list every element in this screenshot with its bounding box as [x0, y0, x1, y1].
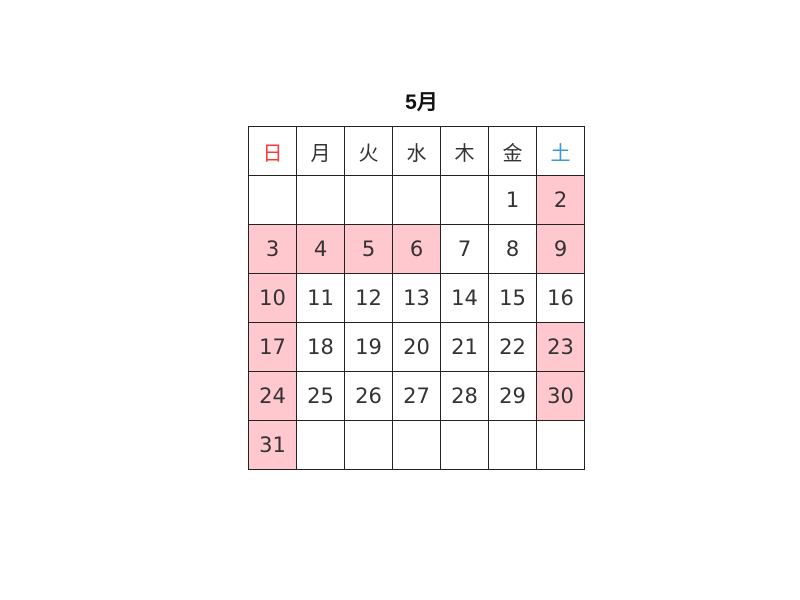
day-cell[interactable]: 22 — [488, 322, 537, 372]
day-cell[interactable]: 27 — [392, 371, 441, 421]
day-cell[interactable]: 13 — [392, 273, 441, 323]
empty-cell — [296, 420, 345, 470]
day-cell[interactable]: 18 — [296, 322, 345, 372]
empty-cell — [248, 175, 297, 225]
day-cell[interactable]: 21 — [440, 322, 489, 372]
calendar-grid: 日月火水木金土 1 2 3 4 5 6 7 8 9 10 11 12 13 14 15 16 17 18 19 20 21… — [248, 126, 585, 470]
weekday-header: 水 — [392, 126, 441, 176]
day-cell[interactable]: 12 — [344, 273, 393, 323]
weekday-header: 火 — [344, 126, 393, 176]
empty-cell — [440, 175, 489, 225]
day-cell[interactable]: 9 — [536, 224, 585, 274]
day-cell[interactable]: 15 — [488, 273, 537, 323]
day-cell[interactable]: 5 — [344, 224, 393, 274]
day-cell[interactable]: 30 — [536, 371, 585, 421]
day-cell[interactable]: 29 — [488, 371, 537, 421]
day-cell[interactable]: 3 — [248, 224, 297, 274]
day-cell[interactable]: 2 — [536, 175, 585, 225]
weekday-header: 月 — [296, 126, 345, 176]
week-row: 31 — [248, 420, 585, 470]
empty-cell — [440, 420, 489, 470]
day-cell[interactable]: 28 — [440, 371, 489, 421]
day-cell[interactable]: 4 — [296, 224, 345, 274]
calendar-title: 5月 — [405, 91, 438, 114]
empty-cell — [392, 420, 441, 470]
empty-cell — [392, 175, 441, 225]
weekday-header: 日 — [248, 126, 297, 176]
day-cell[interactable]: 26 — [344, 371, 393, 421]
day-cell[interactable]: 7 — [440, 224, 489, 274]
day-cell[interactable]: 8 — [488, 224, 537, 274]
empty-cell — [344, 175, 393, 225]
week-row: 17 18 19 20 21 22 23 — [248, 322, 585, 372]
day-cell[interactable]: 14 — [440, 273, 489, 323]
weekday-header: 金 — [488, 126, 537, 176]
weekday-header-row: 日月火水木金土 — [248, 126, 585, 176]
day-cell[interactable]: 10 — [248, 273, 297, 323]
day-cell[interactable]: 25 — [296, 371, 345, 421]
empty-cell — [536, 420, 585, 470]
day-cell[interactable]: 1 — [488, 175, 537, 225]
day-cell[interactable]: 31 — [248, 420, 297, 470]
empty-cell — [296, 175, 345, 225]
week-row: 10 11 12 13 14 15 16 — [248, 273, 585, 323]
weekday-header: 木 — [440, 126, 489, 176]
day-cell[interactable]: 6 — [392, 224, 441, 274]
weekday-header: 土 — [536, 126, 585, 176]
day-cell[interactable]: 19 — [344, 322, 393, 372]
day-cell[interactable]: 16 — [536, 273, 585, 323]
week-row: 24 25 26 27 28 29 30 — [248, 371, 585, 421]
day-cell[interactable]: 24 — [248, 371, 297, 421]
day-cell[interactable]: 23 — [536, 322, 585, 372]
day-cell[interactable]: 11 — [296, 273, 345, 323]
empty-cell — [344, 420, 393, 470]
day-cell[interactable]: 17 — [248, 322, 297, 372]
day-cell[interactable]: 20 — [392, 322, 441, 372]
empty-cell — [488, 420, 537, 470]
